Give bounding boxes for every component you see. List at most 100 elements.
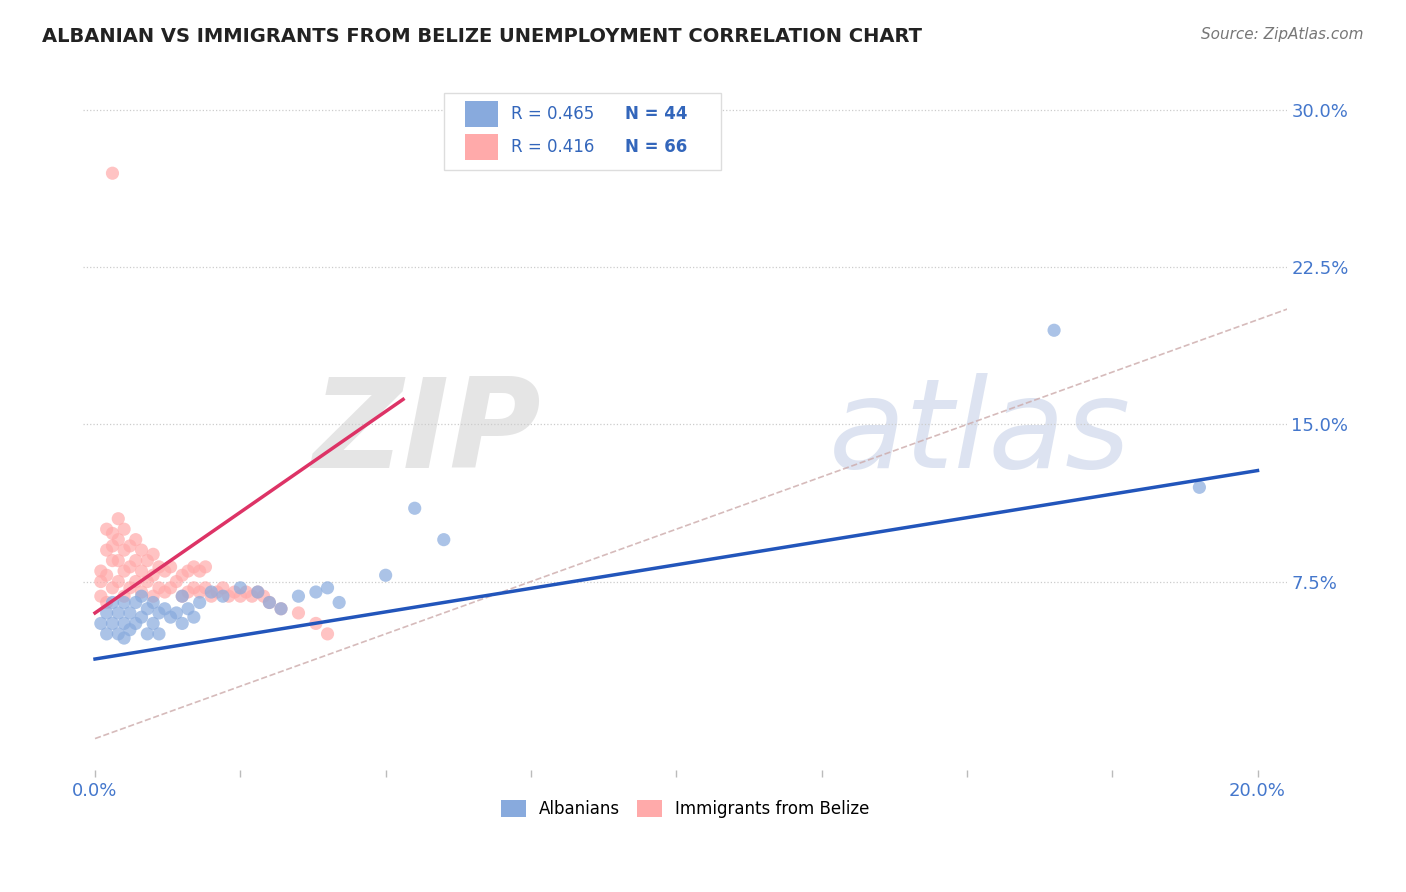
Point	[101, 616, 124, 631]
Point	[90, 574, 112, 589]
Point	[131, 589, 153, 603]
Point	[118, 623, 141, 637]
Text: atlas: atlas	[830, 373, 1132, 494]
Point	[101, 166, 124, 180]
Point	[96, 543, 118, 558]
Point	[287, 589, 309, 603]
Text: ALBANIAN VS IMMIGRANTS FROM BELIZE UNEMPLOYMENT CORRELATION CHART: ALBANIAN VS IMMIGRANTS FROM BELIZE UNEMP…	[42, 27, 922, 45]
Point	[259, 595, 281, 609]
Point	[165, 606, 187, 620]
Point	[107, 553, 129, 567]
Point	[153, 601, 176, 615]
Point	[118, 539, 141, 553]
Point	[316, 581, 339, 595]
Point	[148, 606, 170, 620]
FancyBboxPatch shape	[444, 93, 721, 170]
Point	[148, 560, 170, 574]
Point	[90, 616, 112, 631]
Point	[172, 568, 194, 582]
Point	[112, 543, 135, 558]
Point	[96, 627, 118, 641]
Point	[328, 595, 350, 609]
Point	[118, 606, 141, 620]
Point	[142, 568, 165, 582]
Point	[125, 616, 148, 631]
Point	[112, 595, 135, 609]
Point	[165, 574, 187, 589]
Point	[101, 553, 124, 567]
Point	[212, 581, 235, 595]
Text: ZIP: ZIP	[312, 373, 541, 494]
Point	[148, 627, 170, 641]
Point	[212, 589, 235, 603]
Point	[188, 585, 211, 599]
Point	[246, 585, 269, 599]
Point	[131, 585, 153, 599]
Point	[172, 589, 194, 603]
Point	[125, 595, 148, 609]
Point	[172, 589, 194, 603]
Point	[1043, 323, 1066, 337]
Text: Source: ZipAtlas.com: Source: ZipAtlas.com	[1201, 27, 1364, 42]
Point	[183, 610, 205, 624]
Point	[159, 610, 181, 624]
Point	[224, 585, 246, 599]
Point	[112, 589, 135, 603]
Point	[246, 585, 269, 599]
Point	[125, 553, 148, 567]
Point	[433, 533, 456, 547]
Point	[142, 589, 165, 603]
Point	[101, 539, 124, 553]
Point	[305, 616, 328, 631]
Point	[101, 526, 124, 541]
Point	[183, 560, 205, 574]
Point	[118, 581, 141, 595]
Point	[240, 589, 263, 603]
Point	[96, 606, 118, 620]
Point	[194, 581, 217, 595]
Point	[305, 585, 328, 599]
Point	[177, 564, 200, 578]
Point	[153, 585, 176, 599]
Point	[107, 512, 129, 526]
Point	[101, 581, 124, 595]
Point	[159, 560, 181, 574]
Point	[200, 585, 222, 599]
Point	[112, 631, 135, 645]
Point	[188, 564, 211, 578]
Point	[136, 601, 159, 615]
Point	[90, 589, 112, 603]
Point	[107, 606, 129, 620]
Point	[107, 533, 129, 547]
Point	[1188, 480, 1211, 494]
Point	[96, 522, 118, 536]
Point	[183, 581, 205, 595]
Point	[112, 616, 135, 631]
Point	[229, 581, 252, 595]
Point	[194, 560, 217, 574]
Point	[131, 543, 153, 558]
Point	[148, 581, 170, 595]
Point	[136, 574, 159, 589]
Point	[229, 589, 252, 603]
Point	[136, 553, 159, 567]
Point	[142, 547, 165, 561]
Point	[270, 601, 292, 615]
Point	[101, 595, 124, 609]
Point	[252, 589, 274, 603]
Point	[96, 595, 118, 609]
Point	[188, 595, 211, 609]
Text: N = 66: N = 66	[624, 138, 688, 156]
Point	[107, 627, 129, 641]
Point	[118, 560, 141, 574]
Point	[200, 589, 222, 603]
Point	[159, 581, 181, 595]
Y-axis label: Unemployment: Unemployment	[0, 350, 8, 489]
Text: R = 0.465: R = 0.465	[510, 105, 593, 123]
Point	[136, 627, 159, 641]
Point	[96, 568, 118, 582]
Point	[374, 568, 396, 582]
Text: N = 44: N = 44	[624, 105, 688, 123]
Point	[142, 616, 165, 631]
Point	[259, 595, 281, 609]
